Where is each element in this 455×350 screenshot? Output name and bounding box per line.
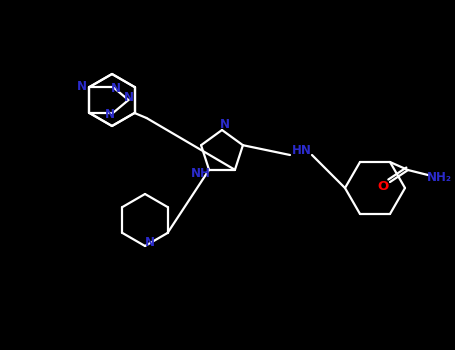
Text: O: O — [377, 180, 389, 193]
Text: HN: HN — [292, 144, 312, 156]
Text: N: N — [220, 118, 230, 131]
Text: NH: NH — [191, 167, 211, 180]
Text: N: N — [145, 237, 155, 250]
Text: NH₂: NH₂ — [426, 170, 451, 183]
Text: N: N — [76, 80, 86, 93]
Text: N: N — [105, 108, 115, 121]
Text: N: N — [111, 83, 121, 96]
Text: N: N — [123, 91, 133, 104]
